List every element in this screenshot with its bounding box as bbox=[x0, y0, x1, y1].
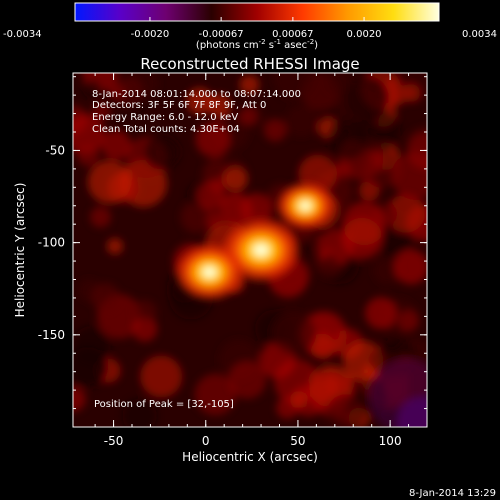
texture-blob bbox=[401, 83, 421, 103]
heatmap-image bbox=[73, 73, 427, 427]
texture-blob bbox=[397, 309, 420, 332]
texture-blob bbox=[180, 201, 213, 234]
texture-blob bbox=[196, 181, 226, 211]
source-glow bbox=[253, 243, 269, 257]
texture-blob bbox=[406, 203, 427, 242]
info-line: Energy Range: 6.0 - 12.0 keV bbox=[92, 112, 238, 123]
colorbar-units: (photons cm-2 s-1 asec-2) bbox=[196, 38, 318, 51]
texture-blob bbox=[326, 117, 369, 160]
y-tick-label: -150 bbox=[38, 328, 65, 342]
colorbar-ticks: -0.0034 -0.0020 -0.00067 0.00067 0.0020 0.003… bbox=[3, 17, 497, 40]
colorbar-tick-label: 0.00067 bbox=[272, 29, 313, 40]
texture-blob bbox=[239, 74, 260, 95]
texture-blob bbox=[393, 249, 427, 285]
texture-blob bbox=[186, 87, 214, 115]
texture-blob bbox=[194, 373, 237, 416]
texture-blob bbox=[391, 151, 427, 200]
texture-blob bbox=[240, 192, 273, 225]
info-line: 8-Jan-2014 08:01:14.000 to 08:07:14.000 bbox=[92, 89, 301, 100]
source-glow bbox=[202, 266, 217, 278]
texture-blob bbox=[73, 114, 105, 155]
texture-blob bbox=[397, 397, 427, 427]
colorbar-tick-label: -0.00067 bbox=[199, 29, 244, 40]
colorbar bbox=[74, 2, 440, 22]
texture-blob bbox=[238, 107, 258, 126]
info-line: Clean Total counts: 4.30E+04 bbox=[92, 124, 240, 135]
colorbar-tick-label: -0.0020 bbox=[131, 29, 170, 40]
texture-blob bbox=[122, 398, 157, 427]
texture-blob bbox=[207, 93, 232, 118]
texture-blob bbox=[76, 143, 100, 167]
texture-blob bbox=[276, 396, 299, 419]
texture-blob bbox=[271, 311, 317, 356]
texture-blob bbox=[285, 104, 318, 137]
y-axis-label: Heliocentric Y (arcsec) bbox=[13, 183, 27, 318]
texture-blob bbox=[140, 355, 183, 398]
x-tick-label: 100 bbox=[379, 434, 402, 448]
texture-blob bbox=[92, 101, 111, 121]
texture-blob bbox=[106, 238, 123, 255]
texture-blob bbox=[343, 340, 384, 382]
chart-title: Reconstructed RHESSI Image bbox=[140, 55, 359, 73]
info-line: Detectors: 3F 5F 6F 7F 8F 9F, Att 0 bbox=[92, 100, 266, 111]
texture-blob bbox=[82, 79, 102, 99]
colorbar-tick-label: 0.0034 bbox=[462, 29, 497, 40]
texture-blob bbox=[326, 394, 366, 427]
texture-blob bbox=[309, 333, 335, 359]
texture-blob bbox=[90, 206, 111, 228]
texture-blob bbox=[73, 347, 108, 387]
plot-frame bbox=[72, 72, 428, 428]
texture-blob bbox=[101, 129, 132, 160]
x-axis-label: Heliocentric X (arcsec) bbox=[182, 450, 318, 464]
texture-blob bbox=[73, 386, 86, 412]
texture-blob bbox=[87, 160, 132, 204]
texture-blob bbox=[317, 254, 341, 279]
observation-info: 8-Jan-2014 08:01:14.000 to 08:07:14.000 … bbox=[92, 89, 301, 135]
axis-ticks: -50 0 50 100 -50 -100 -150 bbox=[38, 73, 428, 448]
texture-blob bbox=[90, 283, 120, 312]
texture-blob bbox=[273, 73, 316, 100]
colorbar-tick-label: -0.0034 bbox=[3, 29, 42, 40]
texture-blob bbox=[373, 257, 401, 285]
texture-blob bbox=[132, 300, 157, 324]
x-tick-label: -50 bbox=[104, 434, 124, 448]
texture-blob bbox=[195, 121, 231, 157]
texture-blob bbox=[365, 297, 397, 330]
texture-blob bbox=[345, 76, 389, 120]
source-glow bbox=[299, 201, 311, 211]
x-tick-label: 50 bbox=[290, 434, 305, 448]
texture-blob bbox=[263, 118, 287, 142]
colorbar-tick-label: 0.0020 bbox=[347, 29, 382, 40]
texture-blob bbox=[112, 76, 144, 108]
peak-position-label: Position of Peak = [32,-105] bbox=[94, 399, 234, 410]
texture-blob bbox=[132, 316, 158, 342]
texture-blob bbox=[143, 134, 180, 170]
footer-date: 8-Jan-2014 13:29 bbox=[409, 488, 496, 499]
texture-blob bbox=[341, 217, 383, 260]
y-tick-label: -100 bbox=[38, 236, 65, 250]
x-tick-label: 0 bbox=[202, 434, 210, 448]
texture-blob bbox=[326, 73, 352, 95]
texture-blob bbox=[223, 166, 248, 191]
texture-blob bbox=[228, 360, 267, 399]
y-tick-label: -50 bbox=[45, 143, 65, 157]
